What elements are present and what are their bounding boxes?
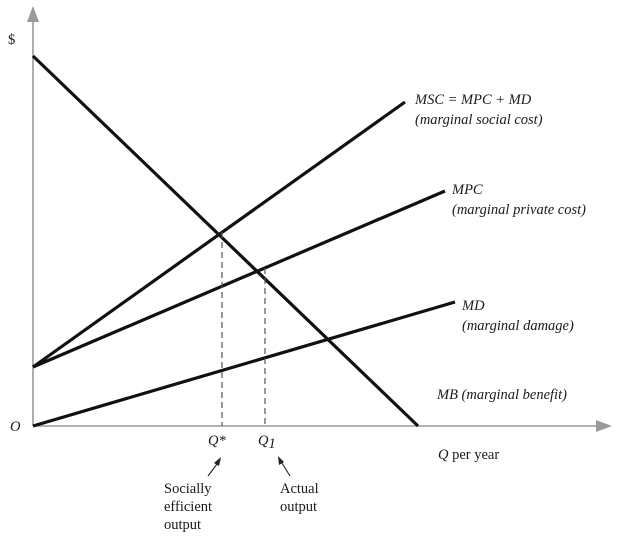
mpc-label: MPC — [451, 182, 483, 198]
msc-label: MSC = MPC + MD — [414, 92, 532, 108]
y-axis-arrowhead — [27, 6, 39, 22]
q-star-note-line3: output — [164, 517, 201, 533]
q1-label-sub: 1 — [268, 436, 275, 452]
msc-desc: (marginal social cost) — [415, 112, 543, 128]
y-axis-label: $ — [8, 32, 15, 48]
mb-label: MB (marginal benefit) — [436, 387, 567, 403]
x-axis-label-var: Q — [438, 447, 449, 463]
q1-pointer — [278, 456, 291, 477]
md-curve — [32, 300, 456, 428]
x-axis-label-rest: per year — [448, 447, 499, 463]
q1-note-line1: Actual — [280, 481, 319, 497]
origin-label: O — [10, 419, 21, 435]
q1-label-var: Q — [258, 433, 269, 449]
q-star-label: Q* — [208, 433, 226, 449]
q-star-note-line1: Socially — [164, 481, 212, 497]
q1-note-line2: output — [280, 499, 317, 515]
x-axis-arrowhead — [596, 420, 612, 432]
mpc-desc: (marginal private cost) — [452, 202, 586, 218]
md-desc: (marginal damage) — [462, 318, 574, 334]
mb-curve — [31, 54, 420, 428]
msc-curve — [32, 100, 406, 369]
q1-label: Q1 — [258, 433, 276, 452]
mpc-curve — [32, 189, 446, 369]
q-star-pointer — [207, 457, 221, 477]
md-label: MD — [461, 298, 485, 314]
q-star-note-line2: efficient — [164, 499, 212, 515]
x-axis-label: Q per year — [438, 447, 499, 463]
